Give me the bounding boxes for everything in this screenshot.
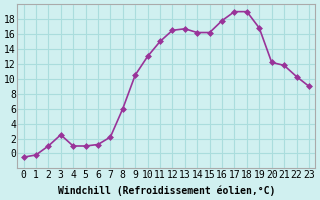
X-axis label: Windchill (Refroidissement éolien,°C): Windchill (Refroidissement éolien,°C) — [58, 185, 275, 196]
